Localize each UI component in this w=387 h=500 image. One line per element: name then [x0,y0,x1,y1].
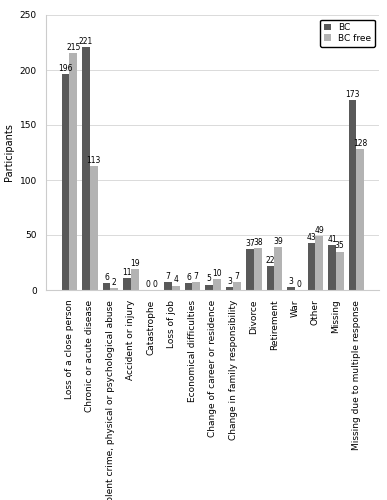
Y-axis label: Participants: Participants [4,124,14,182]
Text: 49: 49 [314,226,324,235]
Text: 196: 196 [58,64,73,74]
Text: 35: 35 [335,242,344,250]
Text: 37: 37 [245,239,255,248]
Bar [213,279,221,290]
Bar [274,247,282,290]
Bar [110,288,118,290]
Bar [233,282,241,290]
Text: 0: 0 [153,280,158,289]
Text: 2: 2 [112,278,116,286]
Bar [287,286,295,290]
Text: 7: 7 [235,272,240,281]
Bar [356,149,364,290]
Text: 215: 215 [66,44,80,52]
Bar [185,284,192,290]
Bar [103,284,110,290]
Bar [336,252,344,290]
Text: 5: 5 [207,274,211,283]
Text: 19: 19 [130,259,140,268]
Legend: BC, BC free: BC, BC free [320,20,375,46]
Bar [164,282,172,290]
Text: 221: 221 [79,37,93,46]
Bar [90,166,98,290]
Bar [192,282,200,290]
Bar [328,245,336,290]
Bar [226,286,233,290]
Text: 39: 39 [273,237,283,246]
Text: 11: 11 [122,268,132,277]
Text: 3: 3 [227,276,232,285]
Bar [172,286,180,290]
Text: 7: 7 [166,272,170,281]
Text: 43: 43 [307,232,316,241]
Bar [69,54,77,290]
Text: 3: 3 [289,276,293,285]
Text: 6: 6 [104,274,109,282]
Text: 128: 128 [353,139,367,148]
Bar [349,100,356,290]
Text: 41: 41 [327,235,337,244]
Text: 4: 4 [173,276,178,284]
Bar [246,250,254,290]
Bar [123,278,131,290]
Bar [308,242,315,290]
Text: 0: 0 [296,280,301,289]
Text: 10: 10 [212,269,221,278]
Bar [131,269,139,290]
Bar [315,236,323,290]
Bar [62,74,69,290]
Text: 113: 113 [87,156,101,164]
Text: 173: 173 [345,90,360,98]
Bar [82,47,90,290]
Bar [254,248,262,290]
Text: 0: 0 [145,280,150,289]
Text: 7: 7 [194,272,199,281]
Bar [267,266,274,290]
Text: 22: 22 [266,256,275,264]
Text: 38: 38 [253,238,262,247]
Text: 6: 6 [186,274,191,282]
Bar [205,284,213,290]
